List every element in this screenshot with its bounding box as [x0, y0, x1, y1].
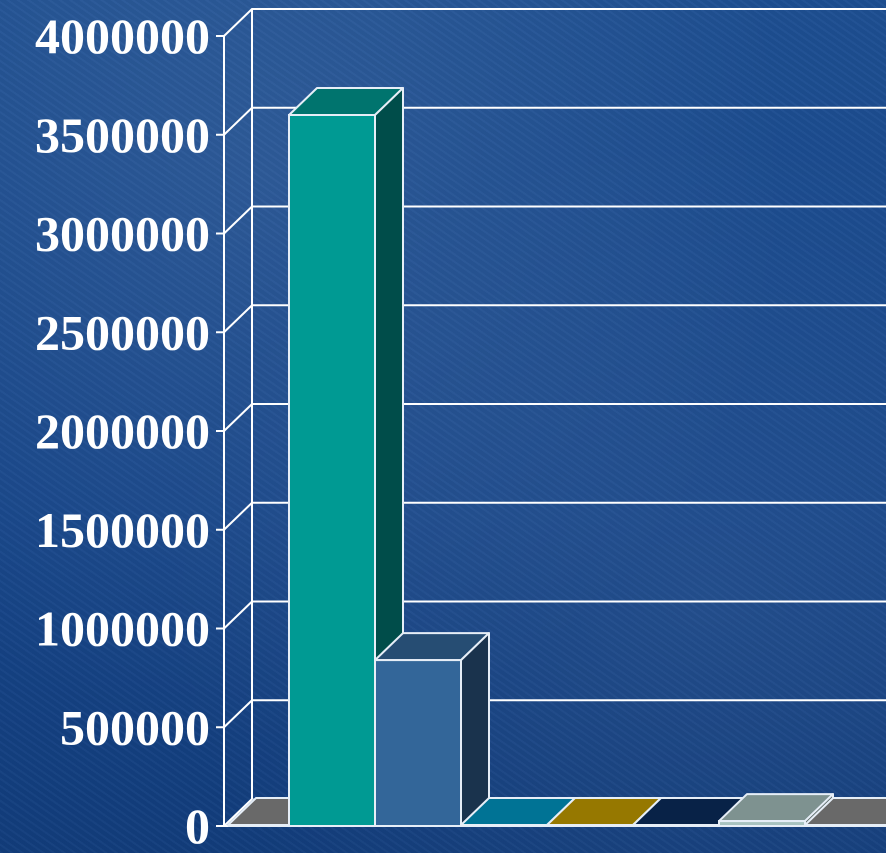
y-tick-label: 0 — [185, 798, 210, 853]
bar — [804, 797, 886, 827]
bar-front-face — [288, 114, 376, 827]
y-tick-label: 3000000 — [35, 206, 210, 262]
y-tick-label: 2500000 — [35, 304, 210, 360]
bar — [374, 632, 490, 827]
tick-labels: 0 500000 1000000 1500000 2000000 2500000 30000… — [35, 8, 210, 853]
bar-front-face — [718, 820, 806, 827]
y-tick-label: 1000000 — [35, 601, 210, 657]
bar — [546, 797, 662, 827]
y-tick-label: 500000 — [60, 699, 210, 755]
gridline — [223, 8, 886, 37]
y-tick-label: 2000000 — [35, 403, 210, 459]
bar-front-face — [374, 659, 462, 827]
floor-left-edge — [223, 798, 253, 827]
y-tick-label: 1500000 — [35, 502, 210, 558]
bars-layer — [227, 87, 886, 827]
bar-side-face — [460, 632, 490, 827]
y-tick-label: 3500000 — [35, 107, 210, 163]
y-tick-label: 4000000 — [35, 8, 210, 64]
